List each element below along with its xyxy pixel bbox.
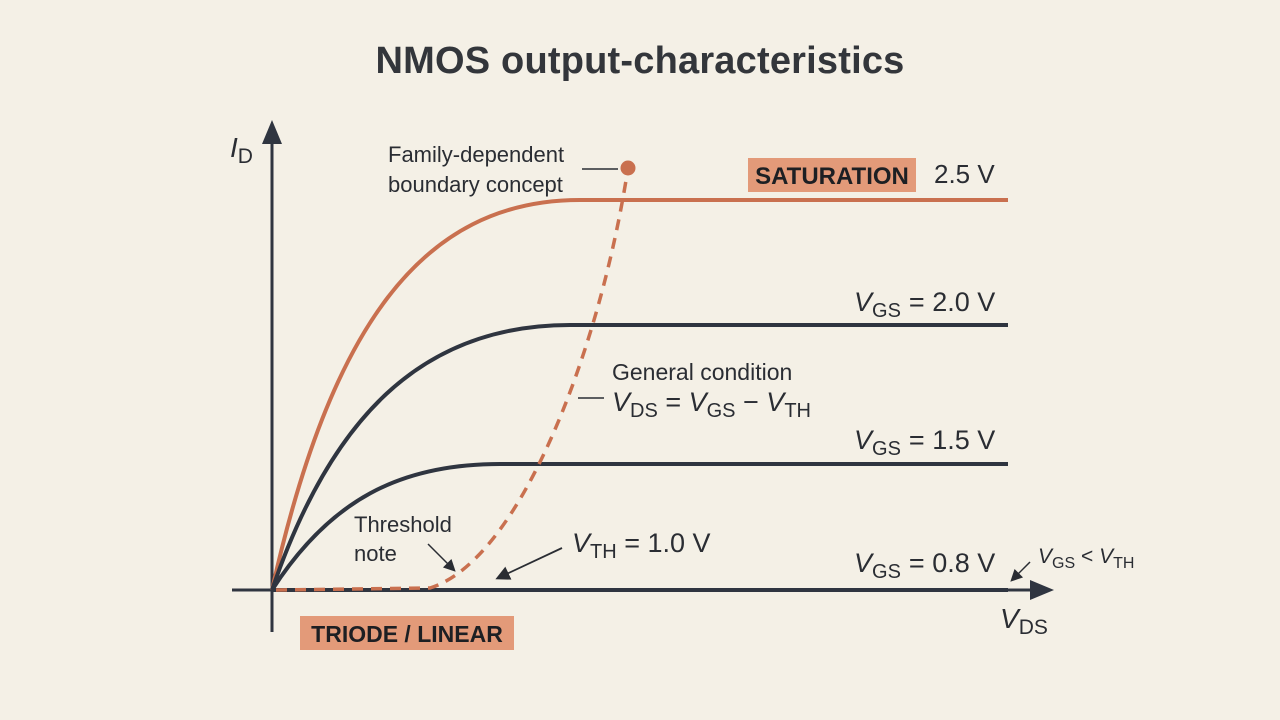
boundary-end-marker [620, 160, 636, 176]
general-condition-equation: VDS = VGS − VTH [612, 387, 811, 422]
curve-vgs-1-5 [270, 462, 1008, 592]
boundary-annotation-line2: boundary concept [388, 172, 563, 197]
subthreshold-note: VGS < VTH [1038, 545, 1134, 572]
curve-label-2-0: VGS = 2.0 V [854, 287, 995, 322]
threshold-note-arrow [427, 543, 456, 572]
subthreshold-arrow [1010, 561, 1031, 582]
curve-vgs-2-0 [270, 323, 1008, 591]
curve-label-0-8: VGS = 0.8 V [854, 548, 995, 583]
boundary-annotation-line1: Family-dependent [388, 142, 564, 167]
threshold-note-line1: Threshold [354, 512, 452, 537]
curve-vgs-2-5 [270, 198, 1008, 591]
saturation-boundary-curve [275, 167, 630, 592]
saturation-badge [748, 158, 916, 192]
threshold-note-line2: note [354, 541, 397, 566]
x-axis-label: VDS [1000, 603, 1048, 639]
page-title: NMOS output-characteristics [375, 40, 905, 82]
curve-label-1-5: VGS = 1.5 V [854, 425, 995, 460]
vth-label: VTH = 1.0 V [572, 528, 711, 563]
curve-label-2-5: 2.5 V [934, 159, 995, 189]
y-axis-arrow-icon [262, 120, 282, 144]
vth-arrow [495, 547, 563, 580]
x-axis-arrow-icon [1030, 580, 1054, 600]
y-axis-label: ID [230, 132, 253, 168]
triode-badge-label: TRIODE / LINEAR [311, 621, 503, 647]
triode-badge [300, 616, 514, 650]
saturation-badge-label: SATURATION [755, 163, 909, 190]
general-condition-title: General condition [612, 359, 792, 385]
